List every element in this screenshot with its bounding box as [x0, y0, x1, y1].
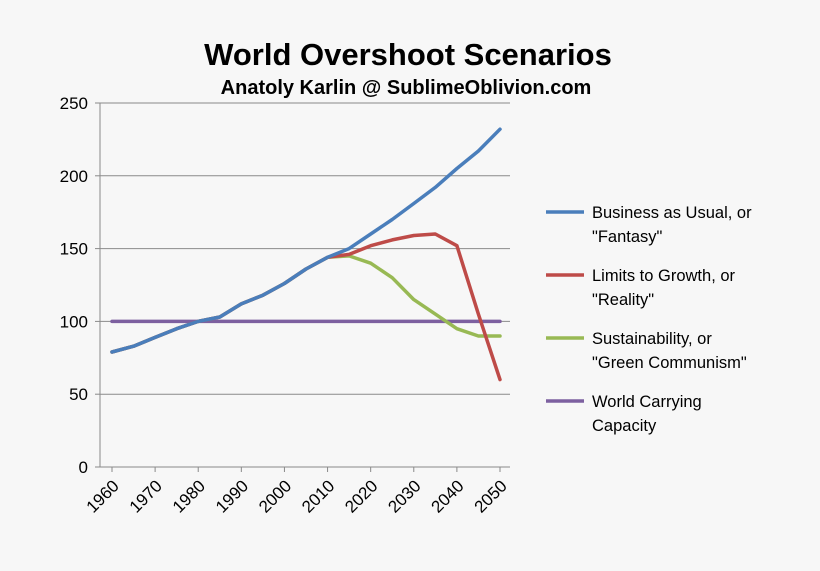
y-tick-label: 200: [60, 167, 88, 186]
chart-subtitle: Anatoly Karlin @ SublimeOblivion.com: [221, 77, 592, 99]
y-tick-label: 150: [60, 240, 88, 259]
x-tick-label: 1980: [169, 476, 209, 516]
chart-title: World Overshoot Scenarios: [204, 37, 612, 72]
grid: [100, 102, 510, 395]
legend-label: "Green Communism": [592, 354, 747, 372]
y-tick-label: 50: [69, 385, 88, 404]
x-tick-label: 2030: [384, 476, 424, 516]
y-axis-ticks: 0 50 100 150 200 250: [60, 94, 88, 477]
x-tick-label: 2000: [255, 476, 295, 516]
x-axis-ticks: 1960 1970 1980 1990 2000 2010 2020 2030 2040 2050: [83, 476, 511, 516]
y-tick-label: 100: [60, 312, 88, 331]
legend-label: Capacity: [592, 417, 657, 435]
x-tick-label: 2050: [471, 476, 511, 516]
x-tick-label: 2010: [298, 476, 338, 516]
x-tick-label: 2020: [341, 476, 381, 516]
series-lines: [110, 127, 502, 382]
x-tick-label: 1990: [212, 476, 252, 516]
x-tick-label: 1960: [83, 476, 123, 516]
legend-label: Sustainability, or: [592, 330, 712, 348]
x-tick-label: 2040: [428, 476, 468, 516]
y-tick-label: 250: [60, 94, 88, 113]
legend-label: "Fantasy": [592, 228, 663, 246]
series-line: [110, 232, 502, 382]
series-line: [110, 127, 502, 354]
legend: Business as Usual, or "Fantasy" Limits to …: [546, 204, 752, 435]
y-tick-label: 0: [79, 458, 88, 477]
legend-label: Limits to Growth, or: [592, 267, 736, 285]
axes: [95, 102, 510, 472]
legend-label: "Reality": [592, 291, 654, 309]
legend-label: World Carrying: [592, 393, 702, 411]
x-tick-label: 1970: [126, 476, 166, 516]
legend-label: Business as Usual, or: [592, 204, 752, 222]
